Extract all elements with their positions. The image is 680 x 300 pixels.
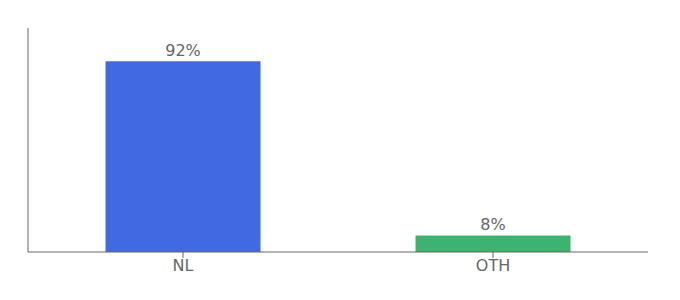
svg-text:NL: NL: [173, 256, 194, 275]
svg-text:8%: 8%: [480, 215, 505, 234]
svg-text:OTH: OTH: [476, 256, 510, 275]
svg-text:92%: 92%: [165, 41, 201, 60]
